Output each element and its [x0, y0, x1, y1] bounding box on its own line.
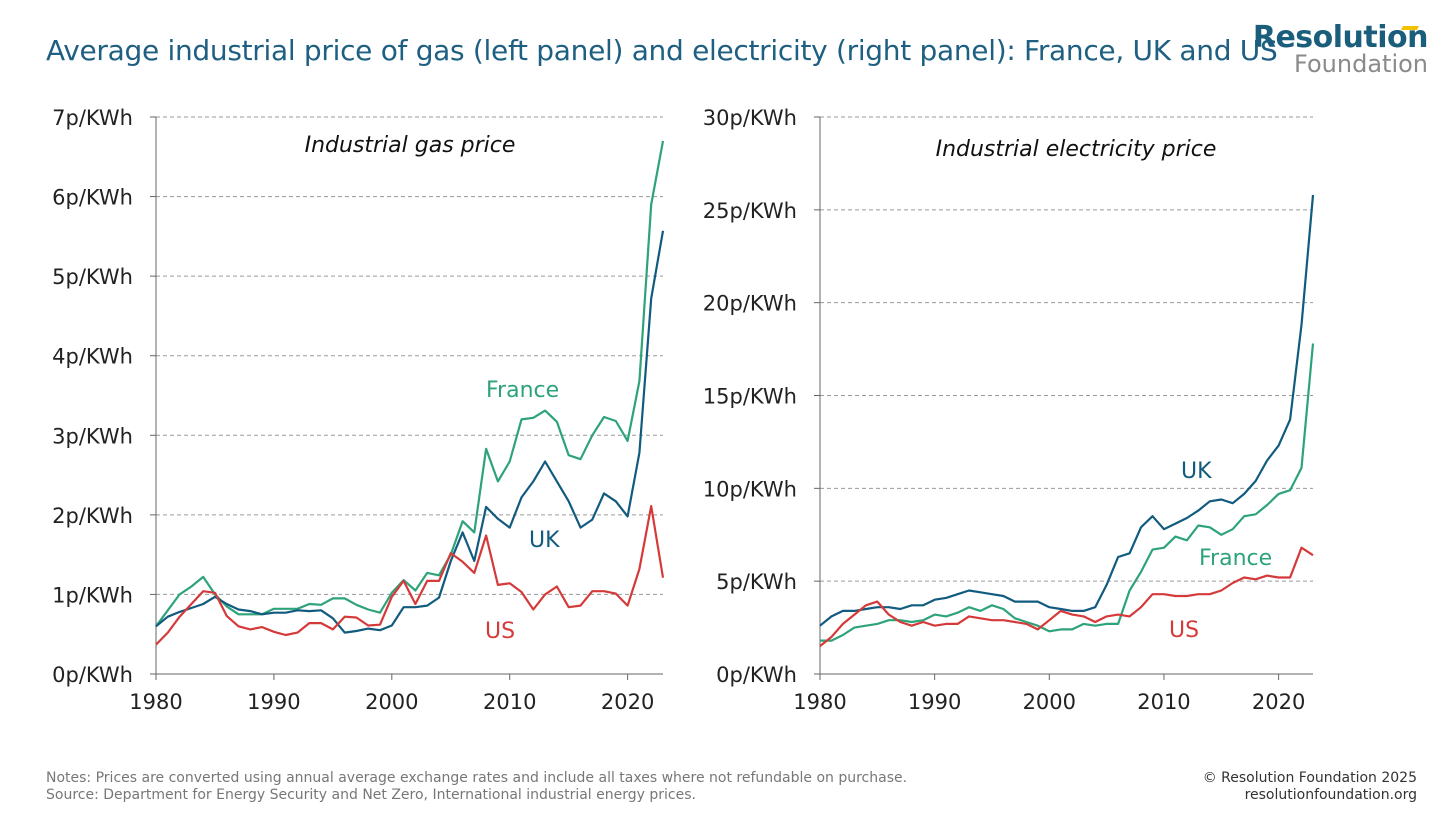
y-tick-label: 5p/KWh — [716, 570, 797, 594]
website-text: resolutionfoundation.org — [1244, 787, 1417, 803]
panel-title: Industrial electricity price — [936, 137, 1217, 162]
x-tick-label: 1980 — [793, 690, 846, 714]
x-tick-label: 1990 — [908, 690, 961, 714]
y-tick-label: 30p/KWh — [703, 106, 797, 130]
x-tick-label: 1990 — [247, 690, 300, 714]
logo-line-2: Foundation — [1294, 50, 1428, 78]
y-tick-label: 4p/KWh — [52, 345, 133, 369]
credits-block: © Resolution Foundation 2025 resolutionf… — [1203, 770, 1417, 804]
copyright-text: © Resolution Foundation 2025 — [1202, 770, 1417, 786]
resolution-foundation-logo: Resolution Foundation — [1252, 20, 1429, 78]
notes-text: Notes: Prices are converted using annual… — [46, 770, 908, 786]
y-tick-label: 6p/KWh — [52, 186, 133, 210]
series-label-uk: UK — [1181, 459, 1212, 484]
chart-title: Average industrial price of gas (left pa… — [46, 34, 1278, 67]
x-tick-label: 2020 — [601, 690, 654, 714]
panel-title: Industrial gas price — [305, 133, 516, 158]
y-tick-label: 0p/KWh — [52, 663, 133, 687]
source-text: Source: Department for Energy Security a… — [46, 787, 696, 803]
y-tick-label: 0p/KWh — [716, 663, 797, 687]
series-label-us: US — [1169, 618, 1199, 643]
series-line-france — [155, 140, 665, 627]
y-tick-label: 5p/KWh — [52, 265, 133, 289]
y-tick-label: 7p/KWh — [52, 106, 133, 130]
series-line-uk — [819, 194, 1315, 627]
notes-block: Notes: Prices are converted using annual… — [46, 770, 907, 804]
series-line-us — [819, 546, 1314, 647]
series-line-uk — [155, 230, 665, 634]
series-line-us — [155, 505, 665, 646]
y-tick-label: 20p/KWh — [703, 292, 797, 316]
x-tick-label: 2020 — [1252, 690, 1305, 714]
series-label-france: France — [486, 378, 559, 403]
x-tick-label: 1980 — [129, 690, 182, 714]
x-tick-label: 2010 — [1137, 690, 1190, 714]
y-tick-label: 1p/KWh — [52, 583, 133, 607]
series-line-france — [820, 343, 1315, 642]
y-tick-label: 25p/KWh — [703, 199, 797, 223]
x-tick-label: 2010 — [483, 690, 536, 714]
logo-line-1: Resolution — [1252, 20, 1429, 55]
y-tick-label: 2p/KWh — [52, 504, 133, 528]
x-tick-label: 2000 — [1023, 690, 1076, 714]
y-tick-label: 15p/KWh — [703, 385, 797, 409]
series-label-france: France — [1199, 546, 1272, 571]
x-tick-label: 2000 — [365, 690, 418, 714]
y-tick-label: 10p/KWh — [703, 477, 797, 501]
series-label-us: US — [485, 619, 515, 644]
series-label-uk: UK — [529, 528, 560, 553]
y-tick-label: 3p/KWh — [52, 424, 133, 448]
